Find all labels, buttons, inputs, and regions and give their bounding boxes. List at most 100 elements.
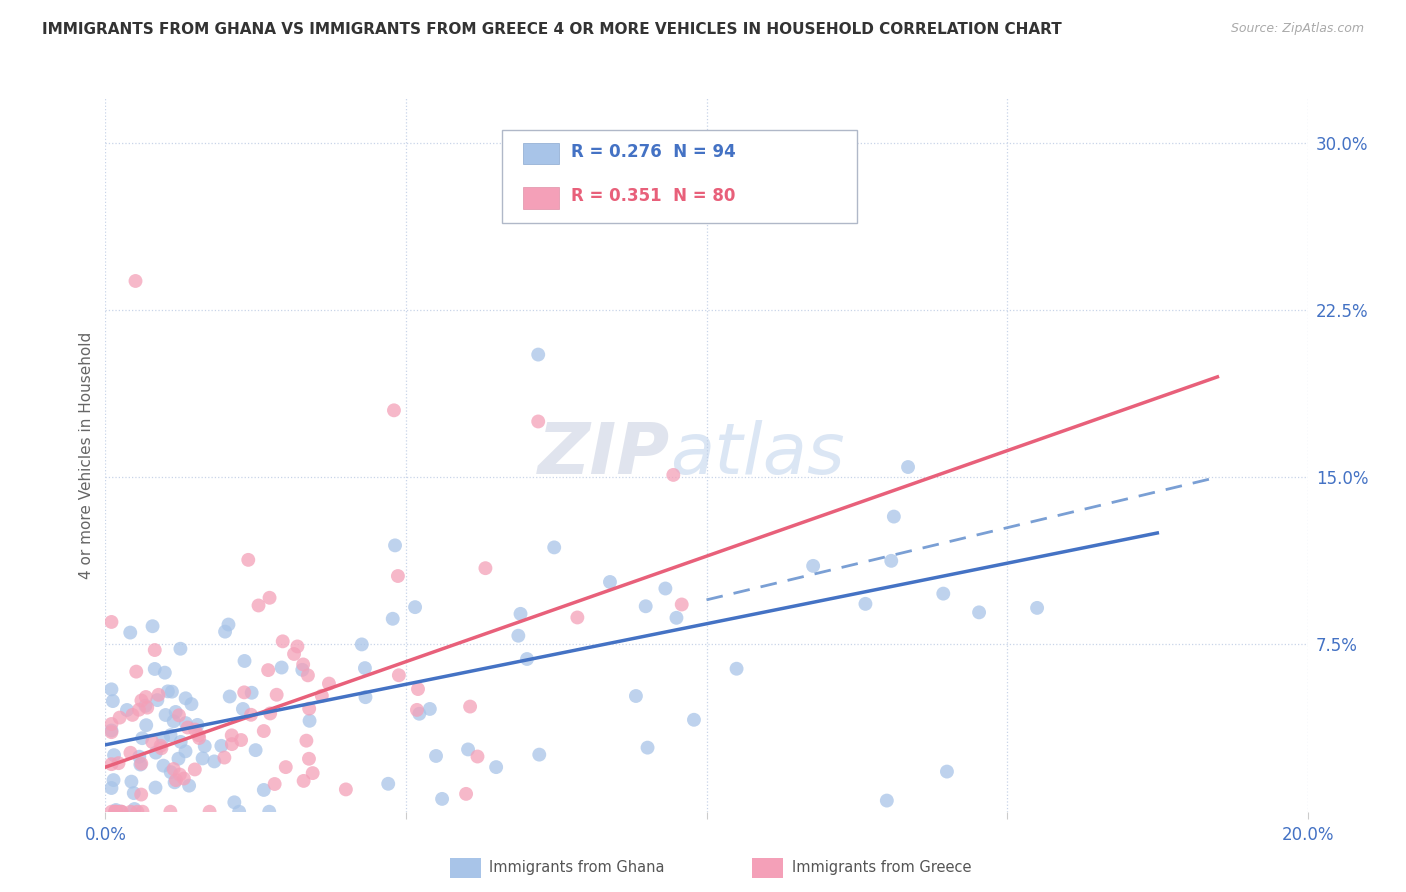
Point xyxy=(257,805,280,819)
Point xyxy=(245,743,267,757)
Point xyxy=(145,746,167,760)
Point xyxy=(354,661,377,675)
Point xyxy=(173,772,195,786)
Point xyxy=(936,764,959,779)
Point xyxy=(298,714,321,728)
Point xyxy=(121,707,143,722)
Point xyxy=(855,597,877,611)
Point xyxy=(142,619,165,633)
Point xyxy=(104,805,127,819)
Point xyxy=(100,682,122,697)
Point xyxy=(100,780,122,795)
Point xyxy=(292,773,315,788)
Point xyxy=(233,685,256,699)
Point xyxy=(425,749,447,764)
Point xyxy=(127,805,149,819)
Point xyxy=(516,652,538,666)
Point xyxy=(259,591,281,605)
Point xyxy=(163,714,186,729)
Point xyxy=(174,744,197,758)
Point xyxy=(100,717,122,731)
Point xyxy=(152,731,174,745)
Point xyxy=(624,689,647,703)
Text: Immigrants from Ghana: Immigrants from Ghana xyxy=(489,861,665,875)
Text: Immigrants from Greece: Immigrants from Greece xyxy=(792,861,972,875)
Point xyxy=(298,752,321,766)
Point xyxy=(103,748,125,763)
Point xyxy=(217,617,239,632)
Point xyxy=(224,795,246,809)
Point xyxy=(174,716,197,731)
Point xyxy=(408,706,430,721)
Point xyxy=(567,610,589,624)
Point xyxy=(107,756,129,771)
Point xyxy=(274,760,297,774)
Point xyxy=(159,765,181,780)
Point xyxy=(876,794,898,808)
Point xyxy=(131,805,153,819)
Point xyxy=(209,739,232,753)
Point xyxy=(194,739,217,754)
Point xyxy=(654,582,676,596)
Point xyxy=(187,728,209,742)
Point xyxy=(301,766,323,780)
Text: atlas: atlas xyxy=(671,420,845,490)
Point xyxy=(270,660,292,674)
Point xyxy=(259,706,281,721)
Point xyxy=(295,733,318,747)
Point xyxy=(527,414,550,429)
Point xyxy=(419,702,441,716)
Point xyxy=(129,788,152,802)
Point xyxy=(233,654,256,668)
Point xyxy=(150,741,173,756)
Point xyxy=(198,805,221,819)
Point xyxy=(214,750,236,764)
Point xyxy=(152,758,174,772)
Point xyxy=(406,703,429,717)
Point xyxy=(169,767,191,781)
Point xyxy=(100,757,122,772)
Point xyxy=(122,786,145,800)
Point xyxy=(430,792,453,806)
Point xyxy=(167,752,190,766)
Point xyxy=(253,724,276,739)
Point xyxy=(128,749,150,764)
Point xyxy=(170,735,193,749)
Point xyxy=(404,600,426,615)
Point xyxy=(104,803,127,817)
Point xyxy=(458,699,481,714)
Point xyxy=(662,467,685,482)
Text: R = 0.276  N = 94: R = 0.276 N = 94 xyxy=(571,143,735,161)
Point xyxy=(527,348,550,362)
Point xyxy=(214,624,236,639)
Point xyxy=(725,662,748,676)
Point xyxy=(155,708,177,723)
Point xyxy=(146,693,169,707)
Point xyxy=(135,718,157,732)
Point xyxy=(240,686,263,700)
Point xyxy=(883,509,905,524)
Point xyxy=(529,747,551,762)
Point xyxy=(124,274,146,288)
Point xyxy=(253,783,276,797)
Point xyxy=(381,612,404,626)
Point xyxy=(125,665,148,679)
Point xyxy=(143,643,166,657)
Point xyxy=(148,688,170,702)
Point xyxy=(377,777,399,791)
Point xyxy=(271,634,294,648)
Point xyxy=(485,760,508,774)
Point xyxy=(382,403,405,417)
Point xyxy=(186,718,208,732)
Point xyxy=(311,689,333,703)
Point xyxy=(266,688,288,702)
Point xyxy=(174,691,197,706)
Point xyxy=(238,553,260,567)
Point xyxy=(129,757,152,772)
Point xyxy=(100,805,122,819)
Point xyxy=(180,697,202,711)
Point xyxy=(202,755,225,769)
Point xyxy=(354,690,377,705)
Point xyxy=(384,538,406,552)
Point xyxy=(335,782,357,797)
